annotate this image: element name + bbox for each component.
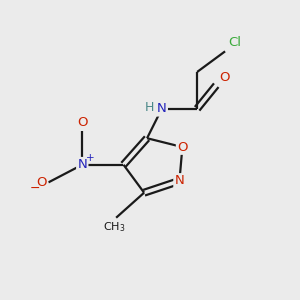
Text: O: O <box>177 141 188 154</box>
Text: O: O <box>219 71 230 84</box>
Text: H: H <box>145 101 154 114</box>
Text: N: N <box>77 158 87 171</box>
Text: +: + <box>86 153 95 163</box>
Text: CH$_3$: CH$_3$ <box>103 221 126 235</box>
Text: N: N <box>157 102 167 115</box>
Text: Cl: Cl <box>229 36 242 49</box>
Text: O: O <box>77 116 88 129</box>
Text: N: N <box>175 174 184 188</box>
Text: O: O <box>36 176 47 189</box>
Text: −: − <box>30 182 40 195</box>
